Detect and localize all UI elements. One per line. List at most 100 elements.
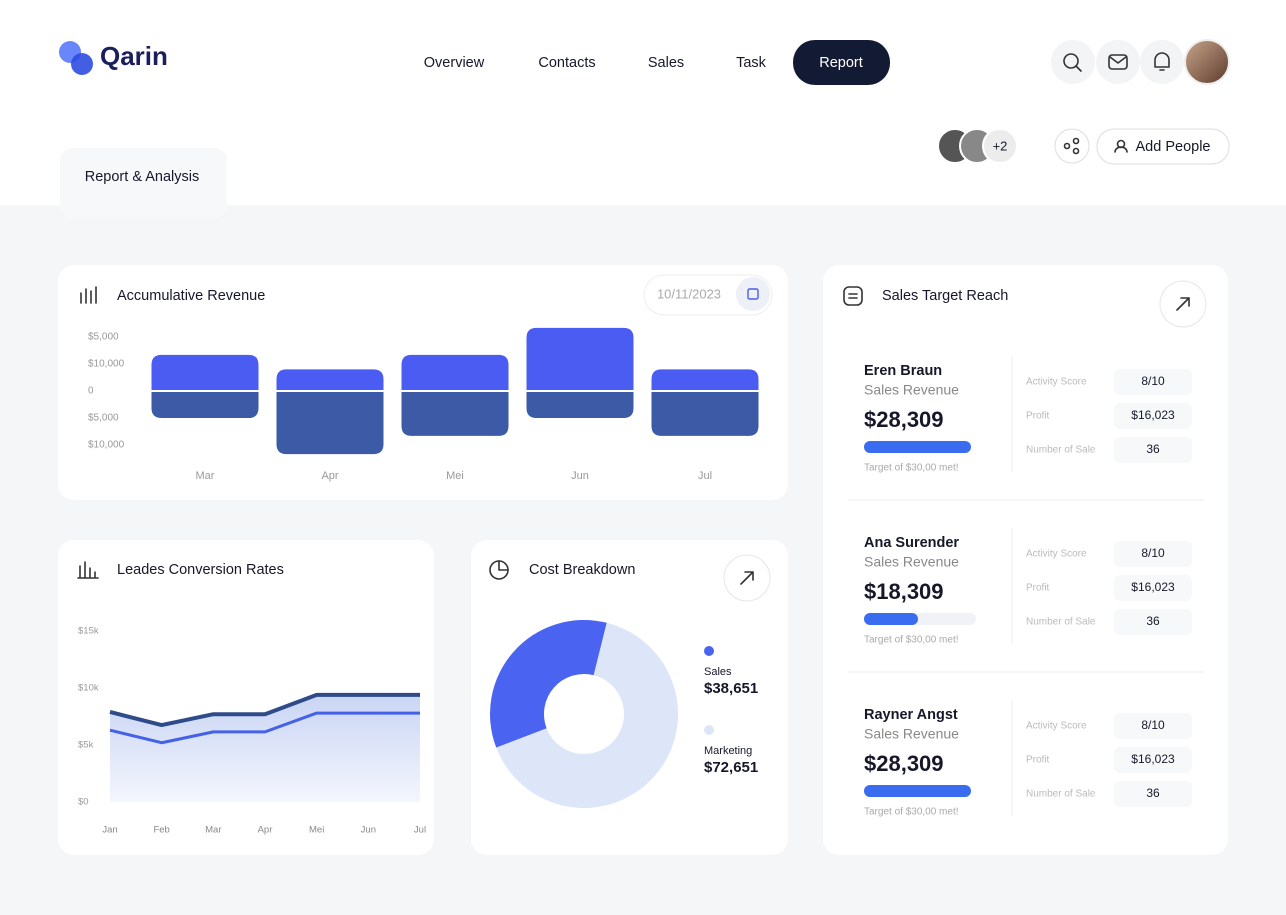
x-tick-label: Jul	[414, 825, 426, 836]
stat-value: 36	[1146, 614, 1160, 628]
card-title: Leades Conversion Rates	[117, 562, 284, 578]
chart-icon	[77, 561, 99, 579]
legend-dot	[704, 725, 714, 735]
search-icon	[1075, 65, 1082, 72]
x-tick-label: Mei	[446, 470, 464, 482]
mail-button[interactable]	[1096, 40, 1140, 84]
nav-item[interactable]: Overview	[424, 55, 485, 71]
line	[109, 711, 420, 745]
avatar-more[interactable]	[982, 128, 1018, 164]
logo: Qarin	[100, 41, 168, 71]
person-target: Target of $30,00 met!	[864, 807, 959, 818]
bar	[151, 392, 259, 418]
calendar-button[interactable]	[736, 277, 770, 311]
legend-dot	[704, 646, 714, 656]
stat-label: Number of Sale	[1026, 445, 1096, 456]
mail-icon	[1109, 56, 1127, 64]
person-amount: $28,309	[864, 751, 944, 776]
add-people-button[interactable]	[1096, 128, 1230, 165]
stat-value: 36	[1146, 786, 1160, 800]
share-button[interactable]	[1054, 128, 1090, 164]
y-axis-label: $5,000	[88, 413, 119, 424]
legend-label: Sales	[704, 666, 732, 678]
stat-label: Profit	[1026, 755, 1050, 766]
y-axis-label: $10,000	[88, 440, 125, 451]
user-avatar[interactable]	[1184, 39, 1230, 85]
stat-pill	[1114, 541, 1192, 567]
stat-label: Activity Score	[1026, 549, 1087, 560]
nav-item[interactable]: Sales	[648, 55, 684, 71]
legend-value: $72,651	[704, 759, 758, 776]
stat-value: 8/10	[1141, 374, 1165, 388]
pie-icon	[498, 560, 509, 571]
nav-item[interactable]: Report	[819, 55, 863, 71]
progress-bar	[864, 613, 918, 625]
bell-button[interactable]	[1140, 40, 1184, 84]
person-role: Sales Revenue	[864, 382, 959, 398]
tab-label: Report & Analysis	[85, 169, 199, 185]
x-tick-label: Mar	[205, 825, 221, 836]
person-role: Sales Revenue	[864, 726, 959, 742]
bar	[651, 392, 759, 436]
person-role: Sales Revenue	[864, 554, 959, 570]
card-title: Cost Breakdown	[529, 562, 635, 578]
stat-pill	[1114, 713, 1192, 739]
y-axis-label: $10,000	[88, 359, 125, 370]
bar	[276, 392, 384, 455]
tab[interactable]	[60, 148, 227, 218]
bar	[526, 327, 634, 390]
stat-label: Profit	[1026, 583, 1050, 594]
progress-bar	[864, 441, 971, 453]
stat-value: $16,023	[1131, 408, 1175, 422]
nav-active[interactable]	[793, 40, 890, 85]
bar	[401, 354, 509, 390]
x-tick-label: Feb	[153, 825, 169, 836]
stat-value: 36	[1146, 442, 1160, 456]
x-tick-label: Jan	[102, 825, 117, 836]
person-amount: $18,309	[864, 579, 944, 604]
stat-pill	[1114, 437, 1192, 463]
share-icon	[1072, 137, 1080, 145]
mail-icon	[1108, 54, 1128, 70]
stat-label: Activity Score	[1026, 377, 1087, 388]
avatar-more-label: +2	[993, 138, 1008, 153]
legend-label: Marketing	[704, 745, 752, 757]
y-tick-label: $0	[78, 797, 89, 808]
x-tick-label: Jun	[361, 825, 376, 836]
person-target: Target of $30,00 met!	[864, 635, 959, 646]
calendar-icon	[747, 288, 759, 300]
arrow-icon	[740, 571, 754, 585]
card-title: Sales Target Reach	[882, 288, 1008, 304]
stat-pill	[1114, 747, 1192, 773]
person-name: Eren Braun	[864, 363, 942, 379]
search-button[interactable]	[1051, 40, 1095, 84]
nav-item[interactable]: Task	[736, 55, 767, 71]
arrow-icon	[1176, 297, 1190, 311]
list-icon	[848, 293, 858, 299]
bar	[401, 392, 509, 436]
x-tick-label: Mar	[196, 470, 215, 482]
person-target: Target of $30,00 met!	[864, 463, 959, 474]
stat-pill	[1114, 781, 1192, 807]
nav-item[interactable]: Contacts	[538, 55, 595, 71]
pie-segment	[496, 622, 678, 809]
bell-icon	[1154, 52, 1170, 71]
stat-pill	[1114, 403, 1192, 429]
search-icon	[1063, 53, 1079, 69]
y-tick-label: $15k	[78, 626, 99, 637]
bar	[276, 369, 384, 390]
y-tick-label: $5k	[78, 740, 94, 751]
stat-pill	[1114, 369, 1192, 395]
stat-label: Number of Sale	[1026, 789, 1096, 800]
stat-value: 8/10	[1141, 718, 1165, 732]
bar	[151, 354, 259, 390]
person-name: Ana Surender	[864, 535, 959, 551]
stat-value: 8/10	[1141, 546, 1165, 560]
x-tick-label: Apr	[321, 470, 338, 482]
stat-label: Profit	[1026, 411, 1050, 422]
chart-icon	[80, 286, 97, 304]
add-people-label: Add People	[1136, 139, 1211, 155]
share-icon	[1072, 147, 1080, 155]
